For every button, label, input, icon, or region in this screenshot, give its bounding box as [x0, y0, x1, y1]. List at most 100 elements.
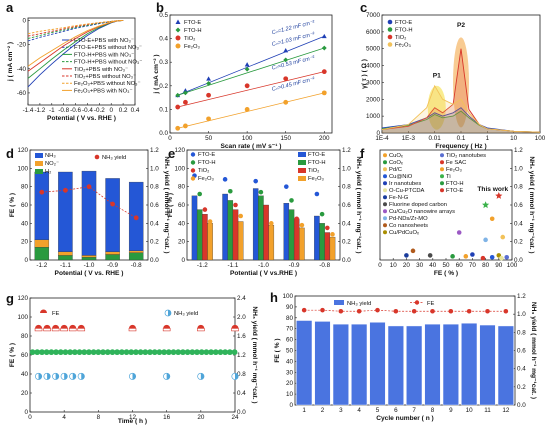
data-point	[483, 237, 488, 243]
stability-band-point	[43, 349, 50, 356]
bar	[296, 320, 313, 406]
fe-point	[129, 324, 136, 329]
x-tick-label: 200	[319, 135, 330, 142]
stability-band-point	[100, 349, 106, 356]
fe-point	[197, 324, 205, 329]
yield-point-3	[299, 222, 305, 228]
yield-point	[235, 373, 239, 380]
legend-marker	[175, 35, 181, 41]
legend-label: CoOₓ	[389, 160, 403, 166]
y-tick-label: 100	[17, 314, 28, 321]
stability-band-point	[57, 349, 64, 356]
yield-point-2	[325, 225, 330, 231]
yield-point-2	[233, 202, 238, 208]
data-point	[489, 216, 495, 222]
fe-point	[69, 324, 77, 329]
stability-band-point	[142, 349, 149, 356]
fe-point	[320, 307, 325, 313]
x-tick-label: -1.2	[36, 262, 47, 269]
panel-h: h 0 10 20 30 40 50 60 70 80 90 100 0.0 0.2 0.4 0.6 0.8 1.…	[270, 290, 537, 422]
legend-marker	[387, 27, 393, 32]
x-tick-label: 1E-4	[375, 135, 389, 142]
y-tick-label-right: 0.8	[150, 184, 159, 191]
data-point	[244, 62, 250, 67]
bar-0	[34, 247, 50, 261]
y-tick-label: -60	[17, 90, 27, 97]
fe-point	[301, 307, 307, 313]
fe-point-base	[51, 328, 60, 332]
legend-marker	[383, 153, 387, 158]
x-tick-label: 16	[163, 414, 171, 421]
bar-3	[329, 236, 336, 261]
legend-label: Fe₂O₃	[308, 176, 325, 182]
fe-point	[35, 324, 43, 329]
legend-label: Fe SAC	[446, 160, 466, 166]
stability-band-point	[90, 349, 97, 356]
y-tick-label: 50	[286, 348, 294, 355]
y-tick-label: 0	[181, 257, 185, 264]
bar-1	[258, 195, 264, 261]
x-tick-label: -1.0	[84, 262, 95, 269]
legend-swatch	[298, 160, 306, 165]
legend-marker	[387, 34, 393, 40]
yield-point-1	[289, 198, 294, 203]
series-line-7	[27, 19, 124, 67]
y-tick-label: 10	[286, 391, 294, 398]
y-tick-label-right: 0.0	[237, 409, 246, 416]
bar-1	[196, 209, 203, 261]
legend-marker	[383, 195, 387, 200]
data-point	[175, 92, 181, 98]
legend-label: TiO₂ nanotubes	[446, 153, 486, 159]
legend-swatch	[298, 176, 306, 181]
fe-point	[448, 308, 454, 314]
data-point	[206, 92, 211, 98]
fe-point	[503, 308, 509, 314]
y-tick-label-right: 0.0	[342, 257, 351, 264]
stability-band-point	[81, 349, 88, 356]
yield-point-3	[207, 219, 213, 224]
legend-label: FE	[427, 301, 435, 307]
legend-marker	[40, 309, 47, 313]
fe-point	[60, 324, 68, 329]
x-tick-label: -1.1	[60, 262, 71, 269]
x-tick-label: 20	[403, 262, 411, 269]
legend-marker	[440, 174, 444, 179]
bar	[461, 323, 478, 406]
x-tick-label: 11	[484, 407, 491, 414]
data-point	[321, 90, 327, 96]
legend-label: FTO-E	[184, 20, 201, 26]
stability-band-point	[231, 349, 238, 356]
x-tick-label: 50	[205, 135, 213, 142]
panel-label: d	[6, 146, 14, 161]
y-tick-label: 0.8	[514, 184, 523, 191]
yield-point-0	[253, 178, 258, 184]
y-tick-label-right: 0.8	[342, 184, 351, 191]
legend-label: FTO-E	[198, 152, 215, 158]
y-tick-label-right: 0.4	[342, 220, 351, 227]
legend-label: FTO-H	[446, 181, 464, 187]
data-point	[463, 254, 469, 259]
yield-point-2	[294, 216, 300, 222]
x-axis-label: Cycle number ( n )	[376, 415, 434, 422]
x-tick-label: 10	[390, 262, 398, 269]
fe-point	[77, 324, 85, 329]
bar-3	[299, 227, 305, 261]
legend-marker	[440, 188, 444, 193]
legend-label: O-Cu-PTCDA	[389, 188, 425, 194]
x-tick-label: 0.1	[457, 135, 466, 142]
legend-marker	[190, 176, 196, 181]
bar-0	[314, 215, 320, 261]
y-tick-label: 80	[178, 184, 186, 191]
stability-band-point	[86, 349, 92, 356]
panel-f: f 0 10 20 30 40 50 60 70 80 90 1000.0 0.2 0.4 0.6 0.8 1.…	[360, 146, 535, 277]
stability-band-point	[137, 349, 144, 356]
panel-label: f	[360, 146, 365, 161]
data-point	[175, 104, 181, 110]
bar-1	[105, 251, 120, 255]
plot-frame	[27, 17, 136, 106]
y-tick-label-right: 1.2	[237, 352, 246, 359]
y-tick-label-right: 0.6	[150, 202, 159, 209]
legend-label: TiO₂	[395, 35, 406, 41]
data-point	[206, 116, 211, 122]
data-point	[489, 254, 495, 260]
